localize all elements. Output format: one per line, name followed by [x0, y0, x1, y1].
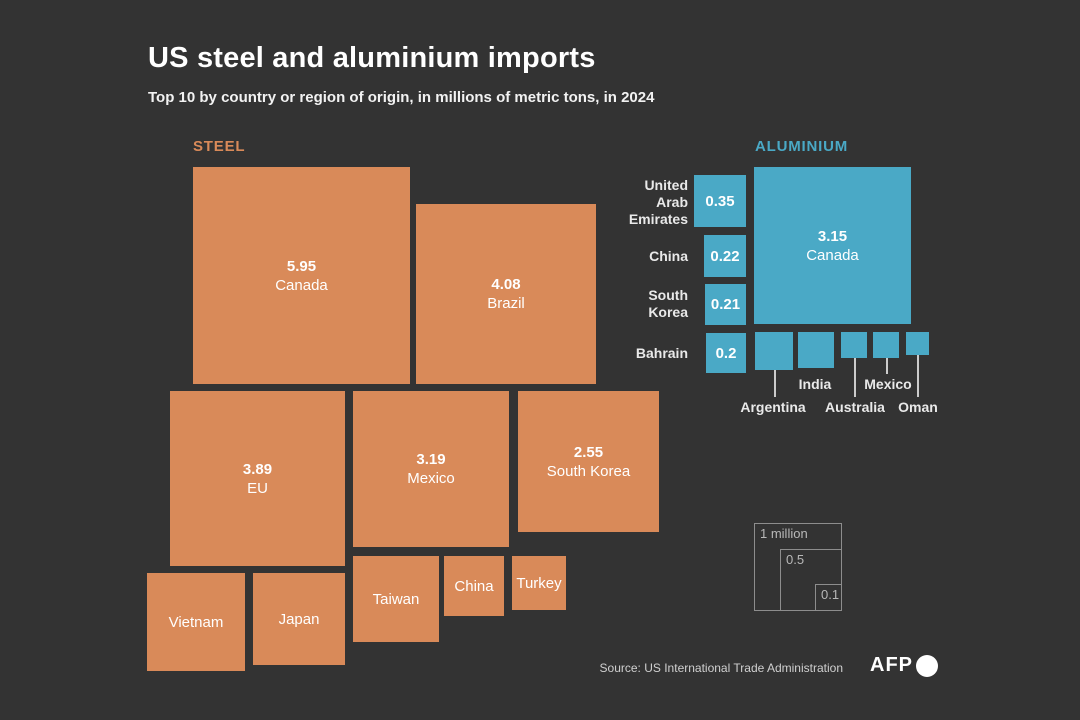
legend-label: 0.5 — [786, 552, 805, 567]
leader-line — [774, 370, 776, 397]
value-label: 2.55 — [573, 443, 604, 461]
page-title: US steel and aluminium imports — [148, 42, 596, 74]
steel-square-brazil: 4.08 Brazil — [416, 204, 596, 384]
leader-line — [886, 358, 888, 374]
country-label: Canada — [275, 276, 328, 294]
aluminium-square-south-korea: 0.21 — [705, 284, 746, 325]
country-label: Canada — [806, 246, 859, 264]
value-label: 3.15 — [817, 227, 848, 245]
ext-label-china: China — [649, 247, 688, 264]
afp-logo-circle — [916, 654, 938, 677]
aluminium-square-australia — [841, 332, 867, 358]
ext-label-india: India — [798, 376, 832, 392]
aluminium-square-united-arab-emirates: 0.35 — [694, 175, 746, 227]
country-label: South Korea — [546, 462, 631, 480]
aluminium-square-oman — [906, 332, 929, 355]
ext-label-south-korea: South Korea — [648, 287, 688, 320]
value-label: 0.22 — [710, 247, 740, 265]
country-label: Turkey — [516, 574, 562, 592]
value-label: 5.95 — [286, 257, 317, 275]
steel-square-china: China — [444, 556, 504, 616]
legend-label: 0.1 — [821, 587, 840, 602]
value-label: 0.21 — [710, 296, 741, 313]
steel-square-south-korea: 2.55 South Korea — [518, 391, 659, 532]
country-label: Mexico — [407, 470, 455, 487]
ext-label-oman: Oman — [898, 399, 938, 415]
steel-square-vietnam: Vietnam — [147, 573, 245, 671]
aluminium-square-mexico — [873, 332, 899, 358]
ext-label-mexico: Mexico — [864, 376, 912, 392]
legend-box-0-1: 0.1 — [815, 584, 842, 611]
country-label: Brazil — [487, 295, 525, 312]
aluminium-square-india — [798, 332, 834, 368]
ext-label-australia: Australia — [825, 399, 885, 415]
steel-square-japan: Japan — [253, 573, 345, 665]
steel-square-taiwan: Taiwan — [353, 556, 439, 642]
steel-square-mexico: 3.19 Mexico — [353, 391, 509, 547]
leader-line — [917, 355, 919, 397]
country-label: EU — [247, 479, 268, 497]
aluminium-square-bahrain: 0.2 — [706, 333, 746, 373]
steel-square-eu: 3.89 EU — [170, 391, 345, 566]
value-label: 4.08 — [491, 276, 521, 293]
country-label: Vietnam — [168, 613, 224, 631]
value-label: 0.2 — [715, 344, 737, 362]
value-label: 3.19 — [416, 451, 446, 468]
legend-box-0-5: 0.5 — [780, 549, 842, 611]
steel-square-canada: 5.95 Canada — [193, 167, 410, 384]
page-subtitle: Top 10 by country or region of origin, i… — [148, 89, 655, 106]
leader-line — [854, 358, 856, 397]
source-text: Source: US International Trade Administr… — [599, 661, 843, 675]
steel-section-header: STEEL — [193, 138, 246, 155]
country-label: Taiwan — [372, 590, 420, 608]
ext-label-bahrain: Bahrain — [635, 344, 688, 361]
aluminium-section-header: ALUMINIUM — [755, 138, 849, 155]
aluminium-square-china: 0.22 — [704, 235, 746, 277]
aluminium-square-argentina — [755, 332, 793, 370]
value-label: 0.35 — [705, 192, 735, 210]
afp-logo-text: AFP — [870, 654, 913, 676]
legend-label: 1 million — [760, 526, 808, 541]
ext-label-united-arab-emirates: United Arab Emirates — [628, 176, 688, 227]
country-label: China — [454, 577, 494, 595]
aluminium-square-canada: 3.15 Canada — [754, 167, 911, 324]
value-label: 3.89 — [242, 460, 273, 478]
country-label: Japan — [278, 610, 320, 628]
afp-logo: AFP — [870, 654, 938, 677]
ext-label-argentina: Argentina — [740, 399, 806, 415]
steel-square-turkey: Turkey — [512, 556, 566, 610]
